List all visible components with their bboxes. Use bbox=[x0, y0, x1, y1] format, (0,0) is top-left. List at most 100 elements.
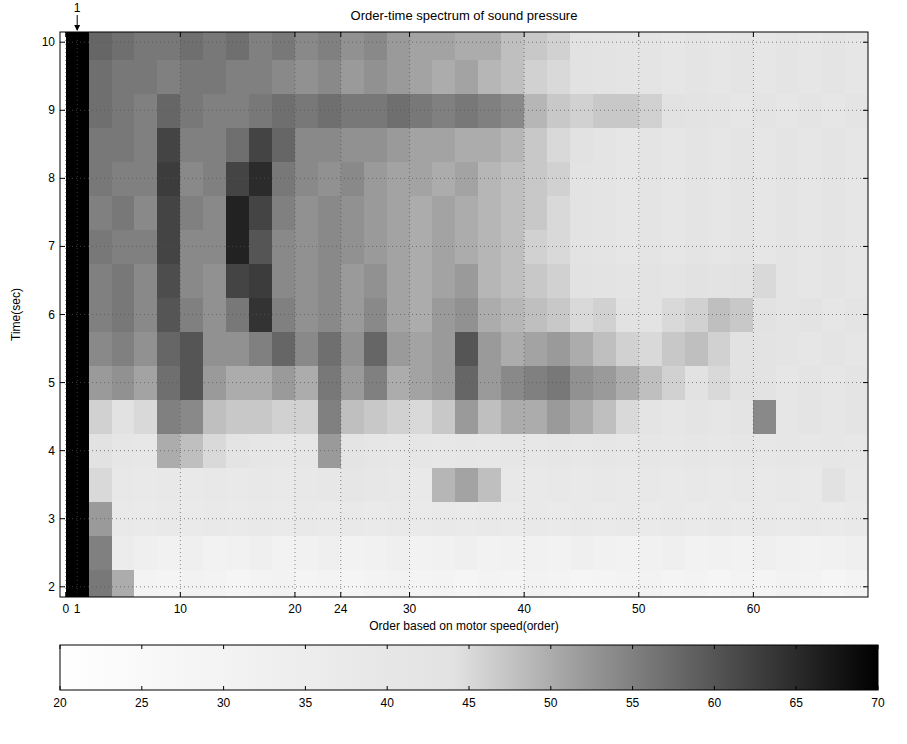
cell bbox=[410, 536, 434, 571]
cell bbox=[547, 570, 571, 597]
cell bbox=[180, 468, 204, 503]
colorbar-tick-label: 45 bbox=[462, 696, 476, 710]
cell bbox=[89, 570, 113, 597]
cell bbox=[639, 263, 663, 298]
cell bbox=[455, 332, 479, 367]
cell bbox=[455, 468, 479, 503]
cell bbox=[410, 195, 434, 230]
colorbar-tick bbox=[223, 645, 224, 649]
x-tick bbox=[77, 32, 78, 37]
cell bbox=[822, 161, 846, 196]
cell bbox=[662, 502, 686, 537]
cell bbox=[387, 59, 411, 94]
cell bbox=[730, 536, 754, 571]
x-tick bbox=[294, 592, 295, 597]
cell bbox=[180, 400, 204, 435]
cell bbox=[570, 229, 594, 264]
cell bbox=[547, 400, 571, 435]
y-tick-label: 4 bbox=[48, 444, 55, 458]
cell bbox=[662, 195, 686, 230]
cell bbox=[226, 502, 250, 537]
cell bbox=[570, 263, 594, 298]
cell bbox=[134, 570, 158, 597]
colorbar-tick bbox=[550, 686, 551, 690]
y-tick-label: 3 bbox=[48, 512, 55, 526]
cell bbox=[455, 434, 479, 469]
cell bbox=[295, 32, 319, 60]
cell bbox=[730, 127, 754, 162]
cell bbox=[318, 297, 342, 332]
cell bbox=[364, 32, 388, 60]
y-tick bbox=[863, 42, 868, 43]
cell bbox=[432, 468, 456, 503]
x-tick-label: 60 bbox=[747, 602, 761, 616]
cell bbox=[112, 161, 136, 196]
cell bbox=[318, 161, 342, 196]
cell bbox=[318, 536, 342, 571]
grid bbox=[60, 32, 868, 597]
cell bbox=[203, 297, 227, 332]
cell bbox=[249, 263, 273, 298]
cell bbox=[478, 434, 502, 469]
cell bbox=[685, 32, 709, 60]
colorbar-tick-label: 60 bbox=[708, 696, 722, 710]
cell bbox=[616, 332, 640, 367]
cell bbox=[639, 366, 663, 401]
cell bbox=[295, 161, 319, 196]
y-tick bbox=[60, 450, 65, 451]
cell bbox=[180, 59, 204, 94]
cell bbox=[410, 93, 434, 128]
cell bbox=[616, 229, 640, 264]
colorbar-tick bbox=[878, 645, 879, 649]
cell bbox=[112, 570, 136, 597]
cell bbox=[318, 93, 342, 128]
cell bbox=[799, 195, 823, 230]
cell bbox=[685, 570, 709, 597]
colorbar-tick-label: 65 bbox=[790, 696, 804, 710]
cell bbox=[730, 570, 754, 597]
cell bbox=[708, 536, 732, 571]
y-tick bbox=[60, 586, 65, 587]
cell bbox=[226, 434, 250, 469]
cell bbox=[662, 570, 686, 597]
cell bbox=[501, 59, 525, 94]
cell bbox=[180, 536, 204, 571]
cell bbox=[570, 400, 594, 435]
cell bbox=[249, 468, 273, 503]
cell bbox=[180, 195, 204, 230]
cell bbox=[616, 195, 640, 230]
cell bbox=[639, 332, 663, 367]
colorbar-tick bbox=[141, 686, 142, 690]
cell bbox=[845, 570, 868, 597]
cell bbox=[364, 297, 388, 332]
cell bbox=[295, 400, 319, 435]
colorbar-tick bbox=[60, 645, 61, 649]
cell bbox=[753, 400, 777, 435]
cell bbox=[593, 263, 617, 298]
cell bbox=[639, 32, 663, 60]
grid-line-x bbox=[638, 32, 639, 597]
cell bbox=[226, 127, 250, 162]
cell bbox=[547, 59, 571, 94]
cell bbox=[730, 93, 754, 128]
cell bbox=[203, 93, 227, 128]
colorbar-tick bbox=[878, 686, 879, 690]
cell bbox=[799, 263, 823, 298]
cell bbox=[112, 59, 136, 94]
x-tick bbox=[180, 32, 181, 37]
cell bbox=[157, 32, 181, 60]
cell bbox=[524, 127, 548, 162]
cell bbox=[341, 195, 365, 230]
cell bbox=[364, 93, 388, 128]
cell bbox=[249, 59, 273, 94]
cell bbox=[387, 570, 411, 597]
colorbar-tick-label: 50 bbox=[544, 696, 558, 710]
cell bbox=[639, 468, 663, 503]
cell bbox=[547, 536, 571, 571]
cell bbox=[570, 570, 594, 597]
cell bbox=[639, 59, 663, 94]
cell bbox=[547, 229, 571, 264]
cell bbox=[616, 400, 640, 435]
x-tick bbox=[409, 592, 410, 597]
cell bbox=[616, 59, 640, 94]
